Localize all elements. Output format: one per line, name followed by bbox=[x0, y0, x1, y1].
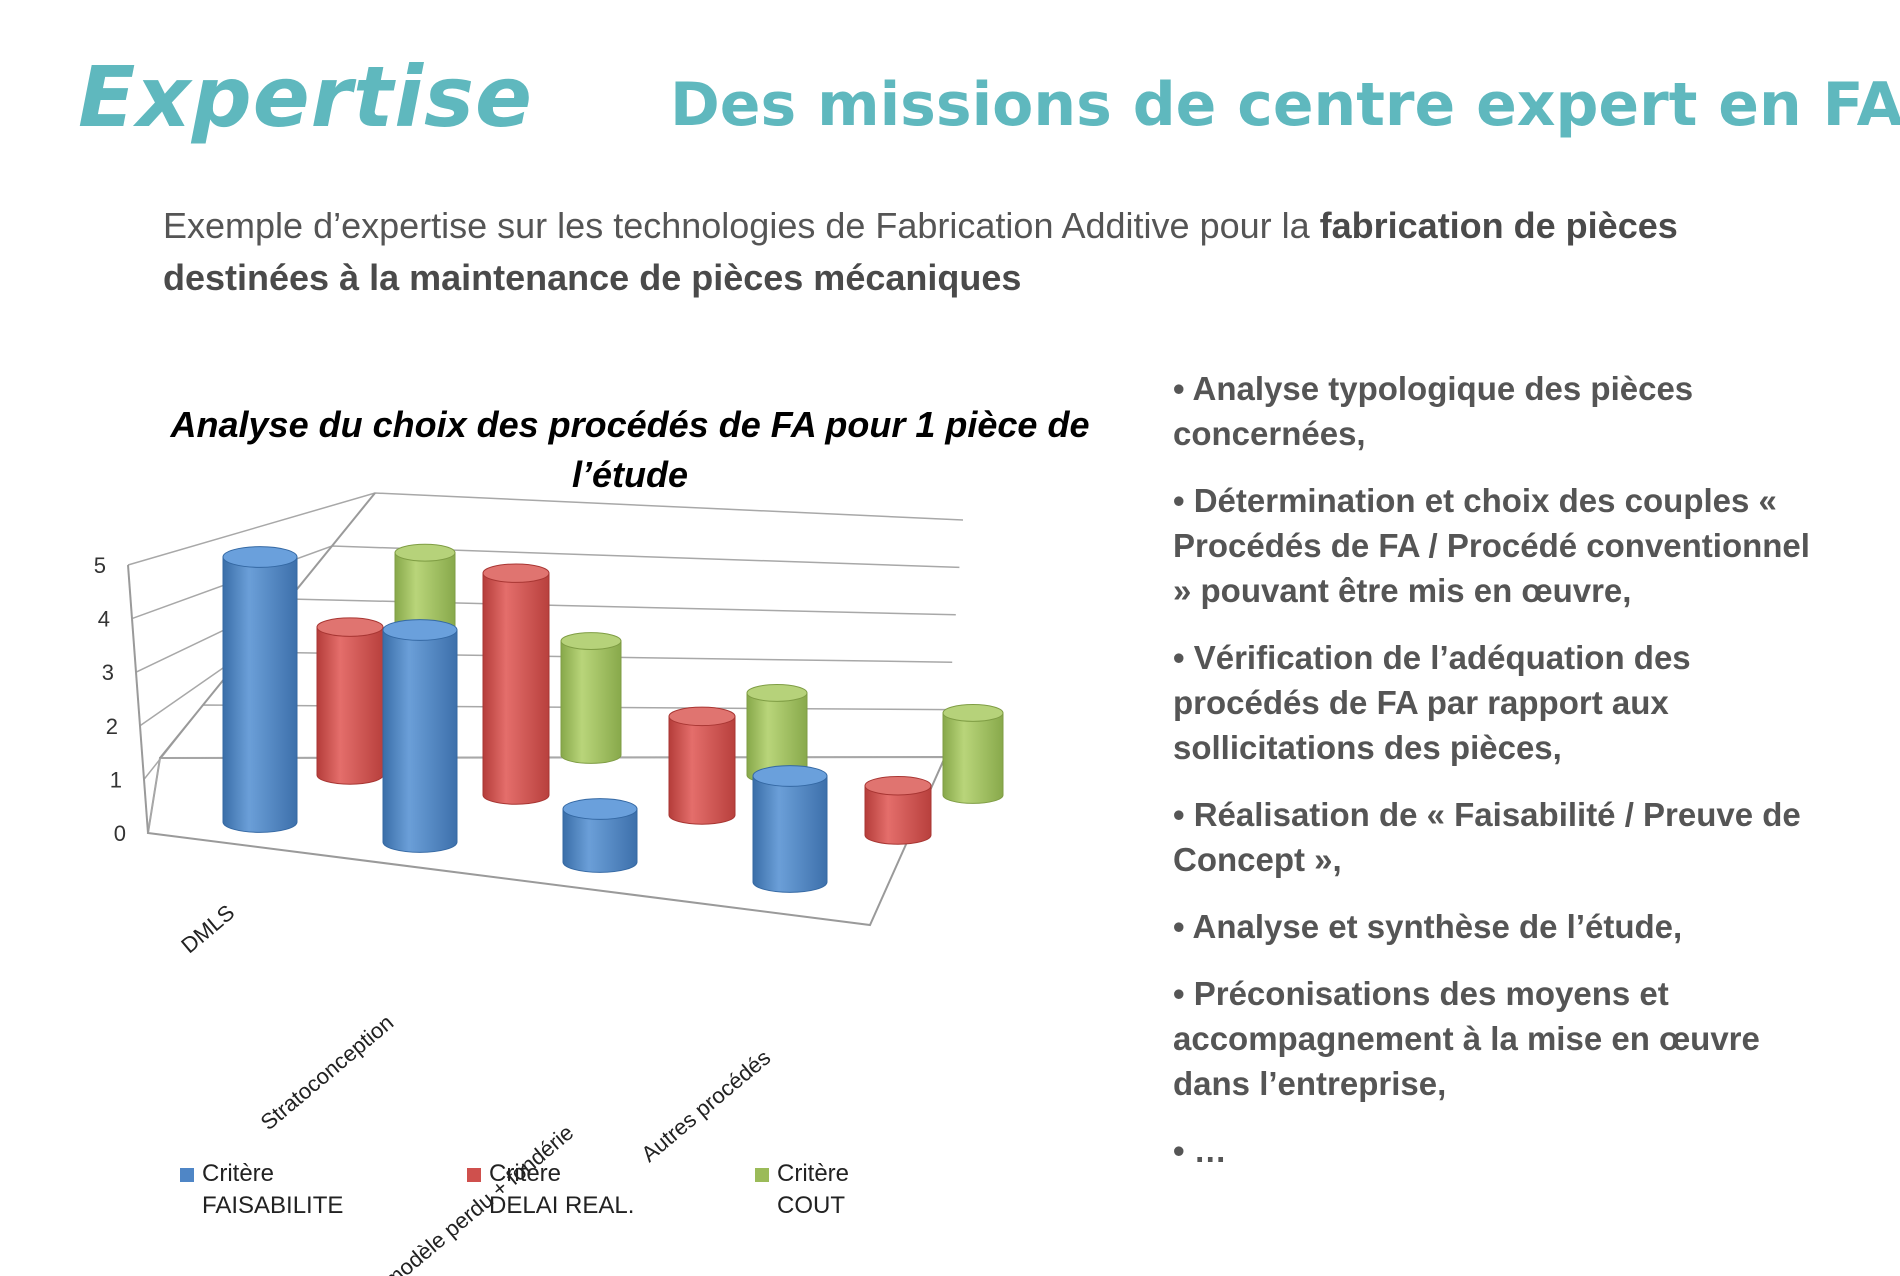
page-headline: Des missions de centre expert en FA bbox=[670, 70, 1900, 140]
legend-swatch-green bbox=[755, 1168, 769, 1182]
list-item: • Détermination et choix des couples « P… bbox=[1173, 482, 1810, 609]
y-tick-label: 4 bbox=[98, 607, 110, 632]
x-tick-label: Stratoconception bbox=[256, 1010, 399, 1135]
y-axis-line bbox=[127, 564, 149, 834]
bar-1-3 bbox=[864, 775, 932, 845]
chart-bars bbox=[222, 543, 1004, 893]
x-tick-label: DMLS bbox=[176, 900, 239, 958]
y-tick-label: 5 bbox=[94, 553, 106, 578]
bar-1-2 bbox=[668, 706, 736, 825]
intro-text: Exemple d’expertise sur les technologies… bbox=[163, 205, 1320, 246]
list-item: • Vérification de l’adéquation des procé… bbox=[1173, 639, 1691, 766]
legend-label: Critère DELAI REAL. bbox=[489, 1160, 635, 1219]
bar-2-1 bbox=[560, 632, 622, 764]
mission-list: • Analyse typologique des pièces concern… bbox=[1173, 366, 1833, 1195]
list-item: • Réalisation de « Faisabilité / Preuve … bbox=[1173, 796, 1801, 878]
y-axis-ticks: 0 1 2 3 4 5 bbox=[94, 553, 126, 846]
list-item: • Analyse et synthèse de l’étude, bbox=[1173, 908, 1683, 945]
list-item: • Préconisations des moyens et accompagn… bbox=[1173, 975, 1760, 1102]
legend-swatch-red bbox=[467, 1168, 481, 1182]
chart-title: Analyse du choix des procédés de FA pour… bbox=[170, 404, 1090, 495]
list-item: • Analyse typologique des pièces concern… bbox=[1173, 370, 1694, 452]
bar-1-1 bbox=[482, 563, 550, 805]
legend-label: Critère COUT bbox=[777, 1160, 850, 1219]
x-tick-label: Autres procédés bbox=[636, 1045, 775, 1167]
intro-paragraph: Exemple d’expertise sur les technologies… bbox=[163, 200, 1723, 304]
brand-title: Expertise bbox=[78, 48, 534, 146]
legend-label: Critère FAISABILITE bbox=[202, 1160, 344, 1219]
bar-2-3 bbox=[942, 704, 1004, 804]
bar-2-2 bbox=[746, 684, 808, 784]
chart-legend: Critère FAISABILITE Critère DELAI REAL. Cr… bbox=[180, 1158, 960, 1228]
bar-0-3 bbox=[752, 765, 828, 893]
bar-0-2 bbox=[562, 798, 638, 873]
bar-0-0 bbox=[222, 546, 298, 833]
bar-0-1 bbox=[382, 619, 458, 853]
legend-swatch-blue bbox=[180, 1168, 194, 1182]
list-item: • … bbox=[1173, 1132, 1227, 1169]
bar-1-0 bbox=[316, 617, 384, 785]
intro-bold-text: fabrication de pièces destinées à la mai… bbox=[163, 205, 1678, 298]
y-tick-label: 1 bbox=[110, 767, 122, 792]
y-tick-label: 0 bbox=[114, 821, 126, 846]
y-tick-label: 3 bbox=[102, 660, 114, 685]
y-tick-label: 2 bbox=[106, 714, 118, 739]
